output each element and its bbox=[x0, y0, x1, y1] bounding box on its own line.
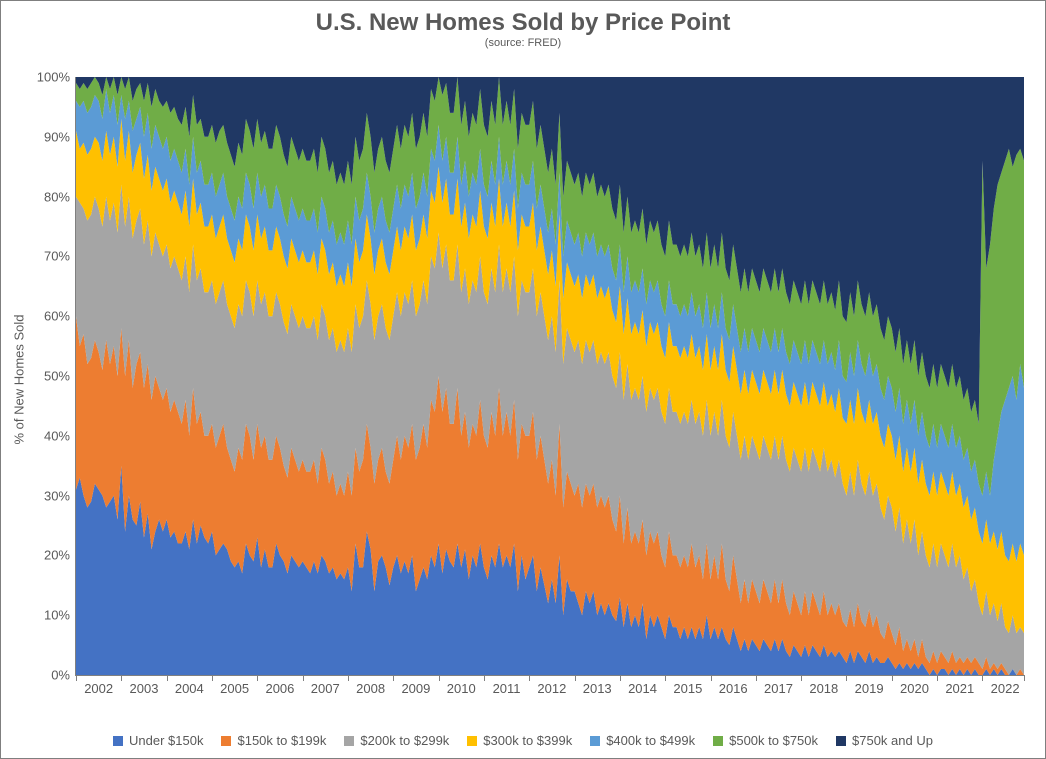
x-tick-label: 2021 bbox=[945, 681, 974, 696]
y-tick-label: 70% bbox=[44, 249, 70, 264]
x-tick-mark bbox=[167, 675, 168, 681]
y-tick-label: 90% bbox=[44, 129, 70, 144]
x-tick-label: 2011 bbox=[493, 681, 521, 696]
legend-label: Under $150k bbox=[129, 733, 203, 748]
x-tick-label: 2012 bbox=[537, 681, 566, 696]
x-tick-label: 2013 bbox=[583, 681, 612, 696]
x-tick-label: 2022 bbox=[991, 681, 1020, 696]
x-tick-label: 2004 bbox=[175, 681, 204, 696]
x-tick-mark bbox=[484, 675, 485, 681]
y-tick-label: 20% bbox=[44, 548, 70, 563]
y-tick-label: 0% bbox=[51, 668, 70, 683]
y-tick-label: 50% bbox=[44, 369, 70, 384]
x-tick-mark bbox=[892, 675, 893, 681]
x-tick-mark bbox=[846, 675, 847, 681]
x-tick-label: 2019 bbox=[855, 681, 884, 696]
stacked-areas-svg bbox=[76, 77, 1024, 675]
y-tick-label: 60% bbox=[44, 309, 70, 324]
y-tick-label: 80% bbox=[44, 189, 70, 204]
legend-swatch bbox=[836, 736, 846, 746]
x-tick-mark bbox=[439, 675, 440, 681]
x-tick-mark bbox=[529, 675, 530, 681]
legend-swatch bbox=[344, 736, 354, 746]
x-tick-label: 2009 bbox=[401, 681, 430, 696]
y-tick-label: 40% bbox=[44, 428, 70, 443]
x-tick-mark bbox=[711, 675, 712, 681]
legend-item: $200k to $299k bbox=[344, 733, 449, 748]
x-tick-label: 2005 bbox=[220, 681, 249, 696]
chart-frame: { "chart": { "type": "stacked-area-100pc… bbox=[0, 0, 1046, 759]
x-tick-mark bbox=[76, 675, 77, 681]
x-tick-label: 2008 bbox=[356, 681, 385, 696]
x-tick-label: 2010 bbox=[447, 681, 476, 696]
x-tick-mark bbox=[575, 675, 576, 681]
legend-swatch bbox=[467, 736, 477, 746]
legend-label: $400k to $499k bbox=[606, 733, 695, 748]
x-tick-mark bbox=[393, 675, 394, 681]
x-tick-mark bbox=[121, 675, 122, 681]
x-tick-mark bbox=[1024, 675, 1025, 681]
x-tick-label: 2007 bbox=[311, 681, 340, 696]
y-tick-label: 30% bbox=[44, 488, 70, 503]
x-tick-mark bbox=[665, 675, 666, 681]
x-tick-label: 2015 bbox=[673, 681, 702, 696]
legend-item: $750k and Up bbox=[836, 733, 933, 748]
y-tick-label: 10% bbox=[44, 608, 70, 623]
legend-label: $300k to $399k bbox=[483, 733, 572, 748]
x-tick-mark bbox=[348, 675, 349, 681]
x-tick-mark bbox=[801, 675, 802, 681]
y-tick-label: 100% bbox=[37, 70, 70, 85]
legend-swatch bbox=[713, 736, 723, 746]
legend-item: $500k to $750k bbox=[713, 733, 818, 748]
plot-area: 0%10%20%30%40%50%60%70%80%90%100%2002200… bbox=[75, 77, 1024, 676]
legend-label: $750k and Up bbox=[852, 733, 933, 748]
legend-item: $150k to $199k bbox=[221, 733, 326, 748]
x-tick-mark bbox=[620, 675, 621, 681]
legend-item: $400k to $499k bbox=[590, 733, 695, 748]
legend-label: $150k to $199k bbox=[237, 733, 326, 748]
x-tick-label: 2020 bbox=[900, 681, 929, 696]
chart-title: U.S. New Homes Sold by Price Point bbox=[1, 9, 1045, 37]
legend-label: $500k to $750k bbox=[729, 733, 818, 748]
legend-item: Under $150k bbox=[113, 733, 203, 748]
legend-swatch bbox=[590, 736, 600, 746]
legend: Under $150k $150k to $199k $200k to $299k $… bbox=[1, 733, 1045, 748]
legend-swatch bbox=[221, 736, 231, 746]
x-tick-mark bbox=[257, 675, 258, 681]
x-tick-label: 2006 bbox=[265, 681, 294, 696]
x-tick-label: 2017 bbox=[764, 681, 793, 696]
x-tick-label: 2014 bbox=[628, 681, 657, 696]
x-tick-label: 2002 bbox=[84, 681, 113, 696]
legend-item: $300k to $399k bbox=[467, 733, 572, 748]
x-tick-label: 2016 bbox=[719, 681, 748, 696]
chart-title-block: U.S. New Homes Sold by Price Point (sour… bbox=[1, 9, 1045, 49]
chart-subtitle: (source: FRED) bbox=[1, 37, 1045, 49]
x-tick-mark bbox=[212, 675, 213, 681]
legend-label: $200k to $299k bbox=[360, 733, 449, 748]
x-tick-mark bbox=[937, 675, 938, 681]
x-tick-mark bbox=[982, 675, 983, 681]
x-tick-label: 2018 bbox=[809, 681, 838, 696]
y-axis-label-wrap: % of New Homes Sold bbox=[7, 1, 31, 758]
legend-swatch bbox=[113, 736, 123, 746]
x-tick-mark bbox=[303, 675, 304, 681]
x-tick-label: 2003 bbox=[130, 681, 159, 696]
y-axis-label: % of New Homes Sold bbox=[12, 314, 27, 444]
x-tick-mark bbox=[756, 675, 757, 681]
